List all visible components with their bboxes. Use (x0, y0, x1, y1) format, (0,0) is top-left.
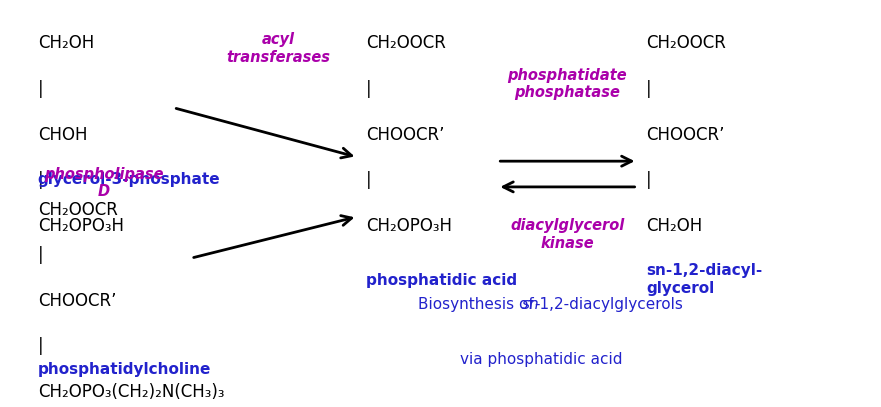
Text: -1,2-diacylglycerols: -1,2-diacylglycerols (535, 297, 684, 312)
Text: CH₂OOCR: CH₂OOCR (647, 35, 726, 53)
Text: glycerol-3-phosphate: glycerol-3-phosphate (38, 172, 220, 187)
Text: CH₂OPO₃H: CH₂OPO₃H (38, 217, 124, 234)
Text: |: | (647, 171, 652, 189)
Text: CH₂OPO₃(CH₂)₂N(CH₃)₃: CH₂OPO₃(CH₂)₂N(CH₃)₃ (38, 383, 225, 401)
Text: phosphatidate
phosphatase: phosphatidate phosphatase (507, 68, 627, 100)
Text: CH₂OH: CH₂OH (647, 217, 702, 234)
Text: |: | (366, 171, 372, 189)
Text: CH₂OOCR: CH₂OOCR (38, 201, 118, 219)
Text: CHOOCR’: CHOOCR’ (647, 125, 725, 144)
Text: |: | (647, 80, 652, 98)
Text: |: | (366, 80, 372, 98)
Text: CH₂OPO₃H: CH₂OPO₃H (366, 217, 452, 234)
Text: CH₂OOCR: CH₂OOCR (366, 35, 446, 53)
Text: |: | (38, 80, 43, 98)
Text: CH₂OH: CH₂OH (38, 35, 94, 53)
Text: sn-1,2-diacyl-
glycerol: sn-1,2-diacyl- glycerol (647, 263, 762, 296)
Text: sn: sn (522, 297, 539, 312)
Text: CHOH: CHOH (38, 125, 87, 144)
Text: diacylglycerol
kinase: diacylglycerol kinase (510, 218, 625, 251)
Text: |: | (38, 171, 43, 189)
Text: Biosynthesis of: Biosynthesis of (418, 297, 539, 312)
Text: phosphatidylcholine: phosphatidylcholine (38, 362, 211, 377)
Text: |: | (38, 246, 43, 264)
Text: via phosphatidic acid: via phosphatidic acid (460, 352, 622, 367)
Text: acyl
transferases: acyl transferases (226, 32, 330, 65)
Text: |: | (38, 337, 43, 355)
Text: phosphatidic acid: phosphatidic acid (366, 273, 517, 288)
Text: CHOOCR’: CHOOCR’ (38, 292, 116, 310)
Text: phospholipase
D: phospholipase D (44, 167, 163, 199)
Text: CHOOCR’: CHOOCR’ (366, 125, 445, 144)
